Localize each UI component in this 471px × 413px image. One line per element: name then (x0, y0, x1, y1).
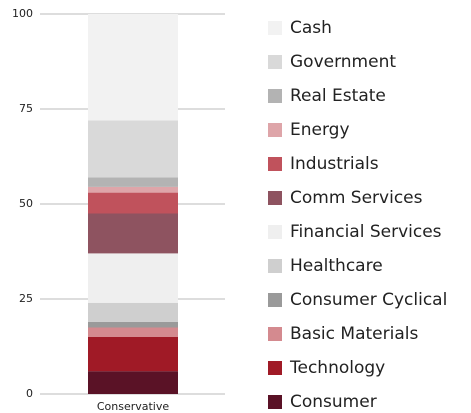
legend-label: Financial Services (290, 222, 442, 242)
y-tick-label: 50 (19, 197, 33, 210)
legend-swatch (268, 157, 282, 171)
y-tick-label: 25 (19, 292, 33, 305)
legend-label: Real Estate (290, 86, 386, 106)
y-tick-label: 75 (19, 102, 33, 115)
legend-label: Energy (290, 120, 350, 140)
bar-segment (88, 337, 178, 372)
legend-label: Consumer Cyclical (290, 290, 447, 310)
legend-label: Technology (289, 358, 385, 378)
bar-segment (88, 327, 178, 337)
legend-swatch (268, 123, 282, 137)
legend-label: Industrials (290, 154, 379, 174)
bar-segment (88, 371, 178, 394)
bar-segment (88, 192, 178, 214)
legend-label: Government (290, 52, 396, 72)
legend-swatch (268, 395, 282, 409)
legend-label: Healthcare (290, 256, 383, 276)
bar-segment (88, 302, 178, 322)
legend-swatch (268, 259, 282, 273)
y-tick-label: 100 (12, 7, 33, 20)
legend-swatch (268, 21, 282, 35)
legend-label: Comm Services (290, 188, 423, 208)
bar-segment (88, 213, 178, 254)
legend-swatch (268, 191, 282, 205)
legend-label: Basic Materials (290, 324, 418, 344)
legend-swatch (268, 293, 282, 307)
y-tick-label: 0 (26, 387, 33, 400)
legend-swatch (268, 225, 282, 239)
bar-segment (88, 321, 178, 328)
legend-label: Cash (290, 18, 332, 38)
legend-swatch (268, 361, 282, 375)
x-tick-label: Conservative (97, 400, 170, 413)
bar-segment (88, 177, 178, 187)
bar-segment (88, 186, 178, 193)
legend-swatch (268, 55, 282, 69)
legend-swatch (268, 327, 282, 341)
legend-label: Consumer (290, 392, 377, 412)
legend-swatch (268, 89, 282, 103)
bar-segment (88, 120, 178, 178)
bar-segment (88, 14, 178, 121)
bar-segment (88, 253, 178, 303)
